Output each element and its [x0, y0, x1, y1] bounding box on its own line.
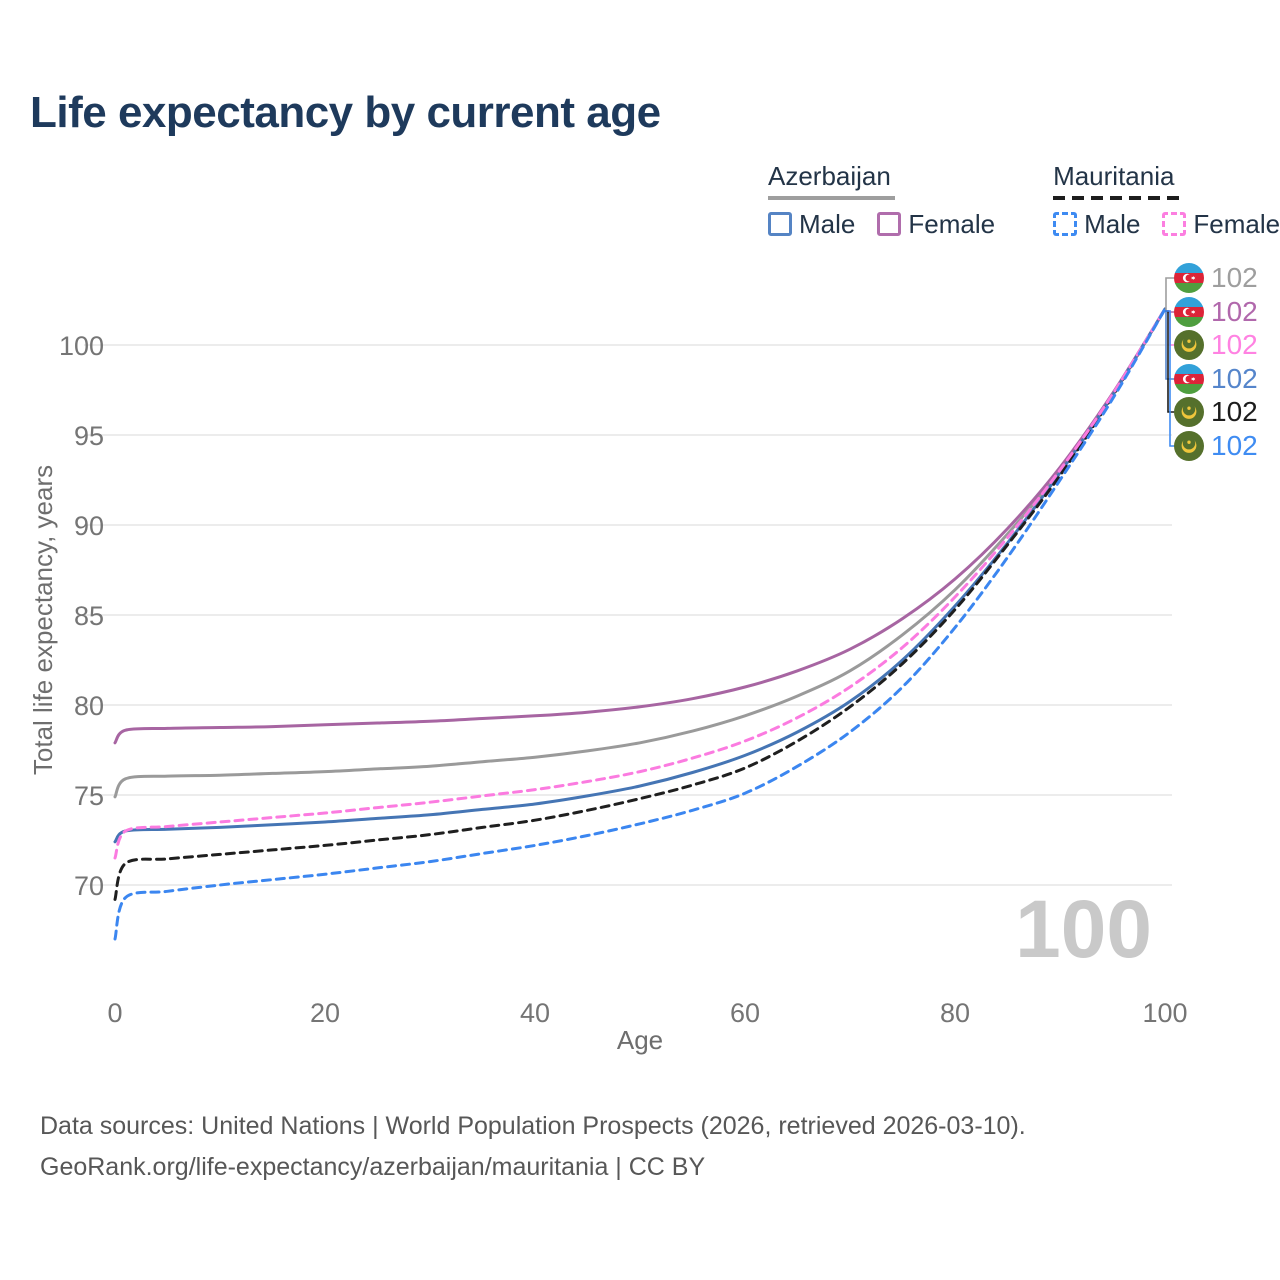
y-axis-title: Total life expectancy, years	[28, 465, 58, 775]
series-line-azerbaijan-male	[113, 307, 1167, 844]
series-line-azerbaijan-female	[113, 307, 1167, 745]
svg-text:85: 85	[74, 601, 104, 631]
azerbaijan-flag-icon	[1174, 297, 1204, 327]
series-line-mauritania-all	[113, 307, 1167, 901]
svg-text:60: 60	[730, 998, 760, 1028]
azerbaijan-male-checkbox	[768, 212, 792, 237]
end-value-label: 102	[1211, 396, 1258, 427]
legend-group-mauritania: Mauritania Male Female	[1053, 162, 1280, 240]
series-line-mauritania-male	[113, 307, 1167, 941]
end-value-label: 102	[1211, 363, 1258, 394]
azerbaijan-solid-line-swatch	[768, 195, 895, 200]
svg-text:80: 80	[940, 998, 970, 1028]
svg-text:70: 70	[74, 871, 104, 901]
svg-text:75: 75	[74, 781, 104, 811]
gridlines	[84, 344, 1172, 886]
azerbaijan-flag-icon	[1174, 364, 1204, 394]
end-label-azerbaijan-all: 102	[1174, 262, 1258, 294]
mauritania-female-checkbox	[1162, 212, 1187, 237]
mauritania-male-checkbox	[1053, 212, 1078, 237]
mauritania-flag-icon	[1174, 397, 1204, 427]
legend-item-label: Male	[799, 208, 856, 239]
legend-country-mauritania[interactable]: Mauritania	[1053, 161, 1175, 191]
svg-text:20: 20	[310, 998, 340, 1028]
end-value-label: 102	[1211, 296, 1258, 327]
series-paths	[113, 307, 1167, 941]
series-line-azerbaijan-all	[113, 307, 1167, 799]
svg-text:0: 0	[107, 998, 122, 1028]
footer: Data sources: United Nations | World Pop…	[40, 1106, 1026, 1187]
svg-text:95: 95	[74, 421, 104, 451]
hover-age-watermark: 100	[1015, 884, 1152, 975]
azerbaijan-female-checkbox	[877, 212, 902, 237]
svg-text:100: 100	[59, 331, 104, 361]
legend-item-label: Male	[1084, 208, 1141, 239]
legend-country-azerbaijan[interactable]: Azerbaijan	[768, 161, 891, 191]
legend-item-label: Female	[1193, 208, 1280, 239]
x-axis-title: Age	[617, 1025, 663, 1055]
mauritania-flag-icon	[1174, 330, 1204, 360]
legend-item-azerbaijan-female[interactable]: Female	[877, 209, 995, 240]
azerbaijan-flag-icon	[1174, 263, 1204, 293]
end-value-label: 102	[1211, 430, 1258, 461]
mauritania-flag-icon	[1174, 431, 1204, 461]
end-label-connectors	[1165, 277, 1176, 447]
svg-text:40: 40	[520, 998, 550, 1028]
attribution-line: GeoRank.org/life-expectancy/azerbaijan/m…	[40, 1152, 706, 1181]
legend-item-mauritania-male[interactable]: Male	[1053, 209, 1140, 240]
legend-item-label: Female	[908, 208, 996, 239]
tick-labels: 70 75 80 85 90 95 100 0 20 40 60 80 100	[59, 331, 1188, 1028]
end-value-label: 102	[1211, 329, 1258, 360]
end-label-mauritania-all: 102	[1174, 396, 1258, 428]
svg-text:100: 100	[1142, 998, 1187, 1028]
page-title: Life expectancy by current age	[30, 88, 661, 137]
legend-group-azerbaijan: Azerbaijan Male Female	[768, 162, 995, 240]
end-value-label: 102	[1211, 262, 1258, 293]
mauritania-dashed-line-swatch	[1053, 195, 1184, 200]
end-label-azerbaijan-male: 102	[1174, 363, 1258, 395]
legend: Azerbaijan Male Female Mauritania Male F…	[768, 162, 1280, 240]
svg-text:90: 90	[74, 511, 104, 541]
end-label-mauritania-female: 102	[1174, 329, 1258, 361]
data-sources-line: Data sources: United Nations | World Pop…	[40, 1112, 1026, 1140]
series-line-mauritania-female	[113, 307, 1167, 860]
end-label-azerbaijan-female: 102	[1174, 296, 1258, 328]
end-label-mauritania-male: 102	[1174, 430, 1258, 462]
svg-text:80: 80	[74, 691, 104, 721]
legend-item-mauritania-female[interactable]: Female	[1162, 209, 1280, 240]
legend-item-azerbaijan-male[interactable]: Male	[768, 209, 855, 240]
